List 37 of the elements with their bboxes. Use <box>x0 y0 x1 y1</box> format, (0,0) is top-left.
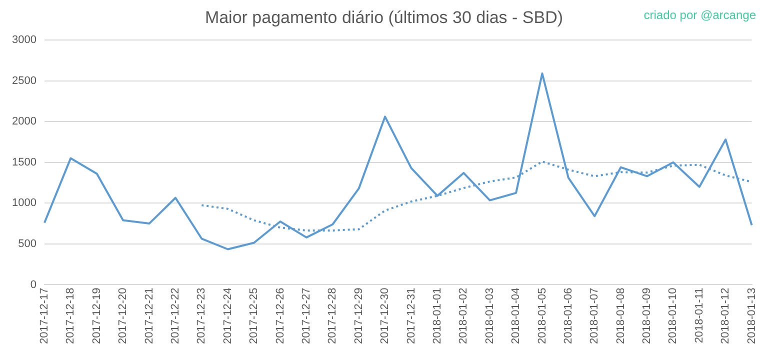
x-tick-label: 2017-12-28 <box>326 288 339 344</box>
x-tick-label: 2017-12-31 <box>405 288 418 344</box>
x-tick-label: 2017-12-23 <box>196 288 208 344</box>
x-tick-label: 2018-01-08 <box>614 288 627 344</box>
chart-title: Maior pagamento diário (últimos 30 dias - SBD) <box>204 8 564 27</box>
x-tick-label: 2018-01-06 <box>562 288 574 344</box>
y-tick-label: 3000 <box>12 34 36 46</box>
x-tick-label: 2017-12-26 <box>274 288 286 344</box>
y-tick-label: 2500 <box>12 74 36 87</box>
y-tick-label: 0 <box>30 278 36 291</box>
x-tick-label: 2018-01-03 <box>484 288 496 344</box>
text: criado por @arcange <box>644 8 756 22</box>
x-tick-label: 2017-12-17 <box>38 288 50 344</box>
x-tick-label: 2018-01-05 <box>536 288 548 344</box>
x-tick-label: 2017-12-21 <box>143 288 156 344</box>
x-tick-label: 2017-12-22 <box>169 288 182 344</box>
x-tick-label: 2018-01-01 <box>431 288 444 344</box>
x-tick-label: 2018-01-11 <box>693 288 706 344</box>
x-tick-label: 2017-12-29 <box>352 288 365 344</box>
x-tick-label: 2017-12-30 <box>379 288 392 344</box>
x-tick-label: 2018-01-07 <box>588 288 601 344</box>
x-tick-label: 2018-01-13 <box>746 288 758 344</box>
x-tick-label: 2017-12-19 <box>90 288 103 344</box>
y-tick-label: 1500 <box>12 156 36 168</box>
y-tick-label: 2000 <box>12 116 36 128</box>
x-tick-label: 2017-12-18 <box>64 288 77 344</box>
x-tick-label: 2018-01-12 <box>720 288 732 344</box>
y-tick-label: 1000 <box>12 197 36 210</box>
x-tick-label: 2018-01-02 <box>458 288 470 344</box>
x-tick-label: 2018-01-09 <box>641 288 654 344</box>
x-tick-label: 2018-01-10 <box>667 288 680 344</box>
x-tick-label: 2017-12-25 <box>248 288 260 344</box>
x-tick-label: 2017-12-24 <box>222 288 234 344</box>
y-tick-label: 500 <box>18 238 36 250</box>
x-tick-label: 2018-01-04 <box>510 288 522 344</box>
x-tick-label: 2017-12-27 <box>300 288 312 344</box>
x-tick-label: 2017-12-20 <box>117 288 130 344</box>
